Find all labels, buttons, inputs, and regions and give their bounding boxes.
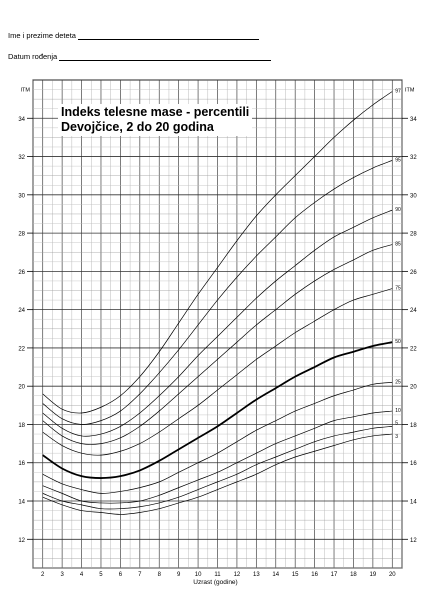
percentile-curve-50 bbox=[42, 341, 393, 479]
y-tick-label-left: 30 bbox=[18, 193, 25, 199]
x-tick-label: 15 bbox=[292, 572, 299, 578]
percentile-label-5: 5 bbox=[395, 420, 398, 426]
y-tick-label-left: 26 bbox=[18, 270, 25, 276]
birth-date-blank[interactable] bbox=[59, 52, 272, 61]
y-tick-label-right: 22 bbox=[410, 346, 417, 352]
y-tick-label-left: 18 bbox=[18, 423, 25, 429]
y-tick-label-right: 34 bbox=[410, 117, 417, 123]
percentile-label-97: 97 bbox=[395, 88, 401, 94]
percentile-label-95: 95 bbox=[395, 157, 401, 163]
percentile-curve-25 bbox=[42, 382, 393, 494]
y-tick-label-right: 12 bbox=[410, 538, 417, 544]
chart-title-box: Indeks telesne mase - percentili Devojči… bbox=[58, 104, 253, 136]
y-tick-label-right: 26 bbox=[410, 270, 417, 276]
y-tick-label-left: 34 bbox=[18, 117, 25, 123]
percentile-label-3: 3 bbox=[395, 434, 398, 440]
child-name-blank[interactable] bbox=[77, 31, 259, 40]
birth-date-label: Datum rođenja bbox=[8, 52, 58, 61]
percentile-curve-97 bbox=[42, 91, 393, 414]
x-tick-label: 5 bbox=[99, 572, 103, 578]
percentile-curve-95 bbox=[42, 160, 393, 425]
x-tick-label: 10 bbox=[195, 572, 202, 578]
x-tick-label: 4 bbox=[80, 572, 84, 578]
y-tick-label-right: 32 bbox=[410, 155, 417, 161]
x-tick-label: 17 bbox=[331, 572, 338, 578]
y-tick-label-right: 30 bbox=[410, 193, 417, 199]
child-name-field: Ime i prezime deteta bbox=[8, 31, 259, 40]
y-axis-label-right: ITM bbox=[405, 88, 415, 94]
y-tick-label-left: 24 bbox=[18, 308, 25, 314]
chart-subtitle: Devojčice, 2 do 20 godina bbox=[61, 120, 214, 134]
percentile-curve-90 bbox=[42, 209, 393, 437]
x-tick-label: 9 bbox=[177, 572, 181, 578]
y-tick-label-left: 14 bbox=[18, 500, 25, 506]
x-tick-label: 11 bbox=[214, 572, 221, 578]
percentile-label-50: 50 bbox=[395, 339, 401, 345]
chart-title: Indeks telesne mase - percentili bbox=[61, 105, 250, 119]
y-tick-label-right: 24 bbox=[410, 308, 417, 314]
percentile-label-10: 10 bbox=[395, 408, 401, 414]
percentile-curve-3 bbox=[42, 433, 393, 515]
percentile-label-90: 90 bbox=[395, 207, 401, 213]
x-tick-label: 6 bbox=[119, 572, 123, 578]
y-tick-label-left: 22 bbox=[18, 346, 25, 352]
percentile-curve-10 bbox=[42, 410, 393, 504]
percentile-curve-5 bbox=[42, 426, 393, 510]
y-tick-label-right: 28 bbox=[410, 232, 417, 238]
x-tick-label: 13 bbox=[253, 572, 260, 578]
x-tick-label: 12 bbox=[234, 572, 241, 578]
x-tick-label: 3 bbox=[60, 572, 64, 578]
x-tick-label: 14 bbox=[272, 572, 279, 578]
x-tick-label: 7 bbox=[138, 572, 142, 578]
x-axis-title: Uzrast (godine) bbox=[193, 579, 237, 586]
percentile-label-75: 75 bbox=[395, 286, 401, 292]
y-tick-label-right: 16 bbox=[410, 461, 417, 467]
x-tick-label: 20 bbox=[389, 572, 396, 578]
y-tick-label-left: 20 bbox=[18, 385, 25, 391]
y-tick-label-right: 14 bbox=[410, 500, 417, 506]
percentile-label-85: 85 bbox=[395, 242, 401, 248]
x-tick-label: 16 bbox=[311, 572, 318, 578]
y-axis-label-left: ITM bbox=[21, 88, 31, 94]
y-tick-label-right: 18 bbox=[410, 423, 417, 429]
birth-date-field: Datum rođenja bbox=[8, 52, 272, 61]
x-tick-label: 19 bbox=[370, 572, 377, 578]
percentile-curve-85 bbox=[42, 244, 393, 445]
percentile-curve-75 bbox=[42, 288, 393, 456]
y-tick-label-left: 28 bbox=[18, 232, 25, 238]
y-tick-label-left: 32 bbox=[18, 155, 25, 161]
x-tick-label: 8 bbox=[158, 572, 162, 578]
child-name-label: Ime i prezime deteta bbox=[8, 31, 76, 40]
x-tick-label: 2 bbox=[41, 572, 45, 578]
x-tick-label: 18 bbox=[350, 572, 357, 578]
y-tick-label-left: 16 bbox=[18, 461, 25, 467]
percentile-label-25: 25 bbox=[395, 379, 401, 385]
y-tick-label-right: 20 bbox=[410, 385, 417, 391]
y-tick-label-left: 12 bbox=[18, 538, 25, 544]
